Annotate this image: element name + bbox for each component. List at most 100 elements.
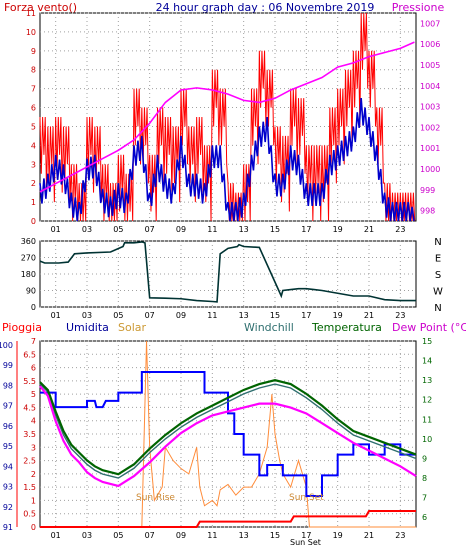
temperature-axis-tick: 8 — [422, 474, 427, 483]
wind-axis-tick: 7 — [31, 85, 36, 94]
hour-tick-label: 11 — [207, 531, 217, 540]
hour-tick-label: 21 — [364, 311, 374, 320]
hour-tick-label: 13 — [239, 311, 249, 320]
rain-axis-tick: 2.5 — [23, 457, 36, 466]
humidity-axis-tick: 100 — [0, 341, 13, 350]
hour-tick-label: 21 — [364, 531, 374, 540]
hour-tick-label: 23 — [395, 225, 405, 234]
temperature-series — [39, 379, 417, 476]
pressure-axis-tick: 1007 — [420, 19, 440, 28]
legend-pioggia: Pioggia — [2, 321, 42, 334]
hour-tick-label: 15 — [270, 531, 280, 540]
wind-axis-tick: 6 — [31, 104, 36, 113]
wind-axis-tick: 2 — [31, 179, 36, 188]
pressure-label: Pressione — [392, 1, 445, 14]
graph-title: 24 hour graph day : 06 Novembre 2019 — [156, 1, 375, 14]
hour-tick-label: 09 — [176, 225, 186, 234]
humidity-axis-tick: 93 — [3, 483, 13, 492]
rain-axis-tick: 0 — [31, 523, 36, 532]
sun-set-axis-label: Sun Set — [290, 538, 321, 547]
humidity-axis-tick: 97 — [3, 402, 13, 411]
temperature-axis-tick: 10 — [422, 435, 432, 444]
temperature-axis-tick: 9 — [422, 454, 427, 463]
humidity-axis-tick: 96 — [3, 422, 13, 431]
hour-tick-label: 03 — [82, 225, 92, 234]
hour-tick-label: 17 — [301, 225, 311, 234]
rain-axis-tick: 6.5 — [23, 350, 36, 359]
humidity-axis-tick: 91 — [3, 523, 13, 532]
wind-axis-tick: 4 — [31, 141, 36, 150]
hour-tick-label: 13 — [239, 225, 249, 234]
hour-tick-label: 03 — [82, 311, 92, 320]
rain-axis-tick: 4 — [31, 417, 36, 426]
wind-axis-tick: 11 — [26, 9, 36, 18]
hour-tick-label: 23 — [395, 531, 405, 540]
temperature-axis-tick: 11 — [422, 415, 432, 424]
rain-series — [40, 510, 416, 528]
legend-dew-point: Dew Point (°C) — [392, 321, 466, 334]
direction-axis-tick: 0 — [31, 303, 36, 312]
rain-axis-tick: 3 — [31, 443, 36, 452]
compass-axis-tick: N — [434, 237, 441, 248]
compass-axis-tick: W — [433, 287, 443, 298]
hour-tick-label: 11 — [207, 311, 217, 320]
rain-axis-tick: 5 — [31, 390, 36, 399]
wind-axis-tick: 0 — [31, 217, 36, 226]
hour-tick-label: 07 — [145, 531, 155, 540]
pressure-axis-tick: 1001 — [420, 144, 440, 153]
compass-axis-tick: S — [435, 270, 441, 281]
pressure-axis-tick: 1002 — [420, 123, 440, 132]
legend-umidita: Umidita — [66, 321, 109, 334]
hour-tick-label: 05 — [113, 311, 123, 320]
wind-average-series — [39, 98, 415, 222]
rain-axis-tick: 7 — [31, 337, 36, 346]
humidity-axis-tick: 94 — [3, 462, 13, 471]
wind-axis-tick: 9 — [31, 47, 36, 56]
hour-tick-label: 15 — [270, 225, 280, 234]
rain-axis-tick: 1.5 — [23, 483, 36, 492]
hour-tick-label: 05 — [113, 225, 123, 234]
temperature-axis-tick: 7 — [422, 494, 427, 503]
pressure-axis-tick: 999 — [420, 186, 435, 195]
rain-axis-tick: 4.5 — [23, 403, 36, 412]
pressure-axis-tick: 1006 — [420, 40, 440, 49]
hour-tick-label: 13 — [239, 531, 249, 540]
hour-tick-label: 09 — [176, 311, 186, 320]
compass-axis-tick: N — [434, 303, 441, 314]
hour-tick-label: 07 — [145, 225, 155, 234]
hour-tick-label: 21 — [364, 225, 374, 234]
temperature-axis-tick: 6 — [422, 513, 427, 522]
wind-axis-tick: 3 — [31, 160, 36, 169]
wind-gust-series — [39, 12, 416, 222]
windchill-series — [39, 383, 417, 479]
legend-windchill: Windchill — [244, 321, 294, 334]
rain-axis-tick: 6 — [31, 364, 36, 373]
hour-tick-label: 07 — [145, 311, 155, 320]
pressure-series — [39, 41, 415, 193]
pressure-axis-tick: 1003 — [420, 103, 440, 112]
humidity-axis-tick: 92 — [3, 503, 13, 512]
direction-axis-tick: 270 — [21, 254, 36, 263]
sun-set-label: Sun Set — [289, 493, 324, 503]
temperature-axis-tick: 12 — [422, 396, 432, 405]
hour-tick-label: 01 — [51, 531, 61, 540]
humidity-series — [40, 371, 416, 497]
rain-axis-tick: 3.5 — [23, 430, 36, 439]
pressure-axis-tick: 1005 — [420, 61, 440, 70]
rain-axis-tick: 1 — [31, 496, 36, 505]
wind-direction-series — [39, 241, 416, 303]
direction-axis-tick: 180 — [21, 270, 36, 279]
pressure-axis-tick: 1000 — [420, 165, 440, 174]
legend-temperatura: Temperatura — [311, 321, 382, 334]
temperature-axis-tick: 13 — [422, 376, 432, 385]
humidity-axis-tick: 99 — [3, 361, 13, 370]
hour-tick-label: 19 — [333, 225, 343, 234]
hour-tick-label: 17 — [301, 531, 311, 540]
hour-tick-label: 23 — [395, 311, 405, 320]
sun-rise-label: Sun Rise — [136, 493, 175, 503]
direction-axis-tick: 360 — [21, 237, 36, 246]
